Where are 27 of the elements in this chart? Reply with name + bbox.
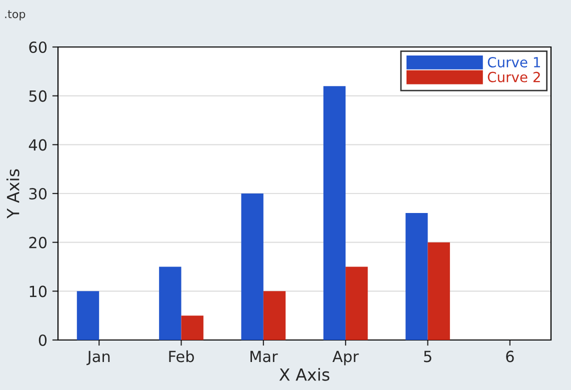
bar	[181, 316, 204, 340]
bar	[241, 194, 264, 340]
x-tick-label: Mar	[250, 350, 278, 362]
y-axis-title: Y Axis	[6, 169, 20, 219]
bar	[159, 266, 182, 340]
text: .top	[5, 10, 26, 20]
x-tick-label: 5	[424, 350, 432, 362]
y-tick-label: 60	[29, 41, 47, 54]
y-tick-label: 20	[29, 236, 47, 248]
x-tick-label: 6	[506, 350, 514, 362]
bar	[346, 266, 368, 340]
y-tick-label: 30	[29, 188, 47, 200]
bar	[263, 291, 286, 340]
x-tick-label: Jan	[86, 350, 110, 366]
bar	[323, 86, 346, 340]
y-tick-label: 40	[28, 139, 47, 151]
bar	[76, 291, 100, 340]
x-tick-label: Feb	[169, 350, 194, 362]
text: Curve 2	[488, 72, 540, 82]
y-tick-label: 0	[38, 334, 47, 346]
x-tick-label: Apr	[332, 350, 359, 366]
y-tick-label: 50	[29, 90, 47, 102]
bar	[406, 213, 428, 340]
text: Curve 1	[488, 56, 540, 68]
bar	[428, 242, 450, 340]
y-tick-label: 10	[30, 286, 47, 298]
x-axis-title: X Axis	[279, 368, 330, 381]
